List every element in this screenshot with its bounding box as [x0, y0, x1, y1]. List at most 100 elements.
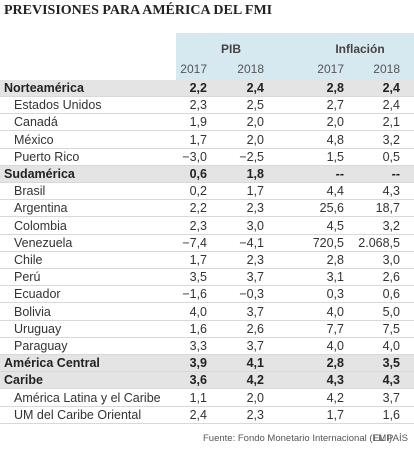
- table-row: Estados Unidos 2,3 2,5 2,7 2,4: [0, 97, 414, 115]
- cell-value: 3,6: [189, 373, 207, 388]
- cell-value: 25,6: [319, 201, 344, 216]
- cell-value: 2,4: [382, 81, 400, 95]
- cell-value: 1,7: [189, 132, 207, 147]
- cell-value: 3,0: [246, 218, 264, 233]
- cell-value: 7,7: [326, 321, 344, 336]
- cell-value: 2,8: [326, 81, 344, 95]
- table-row: Brasil 0,2 1,7 4,4 4,3: [0, 183, 414, 201]
- table-row: Ecuador −1,6 −0,3 0,3 0,6: [0, 286, 414, 304]
- table-row: Argentina 2,2 2,3 25,6 18,7: [0, 200, 414, 218]
- year-label: 2018: [373, 62, 400, 76]
- cell-value: 2,5: [246, 98, 264, 113]
- row-label: Argentina: [14, 201, 68, 216]
- cell-value: 1,6: [382, 407, 400, 422]
- cell-value: 1,5: [326, 149, 344, 164]
- cell-value: −1,6: [182, 287, 207, 302]
- group-row: Norteamérica 2,2 2,4 2,8 2,4: [0, 80, 414, 97]
- row-label: América Central: [4, 356, 100, 371]
- cell-value: 3,0: [382, 253, 400, 267]
- cell-value: 2,0: [246, 390, 264, 405]
- row-label: Chile: [14, 253, 43, 267]
- row-label: Paraguay: [14, 339, 68, 353]
- cell-value: 2,2: [189, 81, 207, 95]
- cell-value: 2,6: [246, 321, 264, 336]
- year-label: 2017: [317, 62, 344, 76]
- group-row: Caribe 3,6 4,2 4,3 4,3: [0, 372, 414, 390]
- cell-value: 1,7: [326, 407, 344, 422]
- row-label: Brasil: [14, 184, 46, 199]
- row-label: Puerto Rico: [14, 149, 80, 164]
- cell-value: 2,8: [326, 253, 344, 267]
- cell-value: 3,5: [382, 356, 400, 371]
- table-row: América Latina y el Caribe 1,1 2,0 4,2 3,7: [0, 390, 414, 407]
- cell-value: 4,8: [326, 132, 344, 147]
- cell-value: 1,7: [246, 184, 264, 199]
- table-row: Canadá 1,9 2,0 2,0 2,1: [0, 114, 414, 132]
- cell-value: 0,6: [189, 167, 207, 181]
- header-band: [176, 33, 414, 80]
- table-row: México 1,7 2,0 4,8 3,2: [0, 132, 414, 149]
- source: Fuente: Fondo Monetario Internacional (F…: [203, 433, 395, 444]
- row-label: Norteamérica: [4, 81, 84, 95]
- table-row: Bolivia 4,0 3,7 4,0 5,0: [0, 304, 414, 321]
- cell-value: 3,1: [326, 270, 344, 285]
- table-row: Venezuela −7,4 −4,1 720,5 2.068,5: [0, 235, 414, 252]
- cell-value: 4,0: [326, 339, 344, 353]
- cell-value: 3,5: [189, 270, 207, 285]
- cell-value: −3,0: [182, 149, 207, 164]
- cell-value: −7,4: [182, 235, 207, 250]
- row-label: Caribe: [4, 373, 43, 388]
- header-pib: PIB: [220, 42, 241, 56]
- cell-value: --: [391, 167, 400, 181]
- cell-value: 0,6: [382, 287, 400, 302]
- cell-value: 2,3: [246, 201, 264, 216]
- cell-value: 4,4: [326, 184, 344, 199]
- table-row: UM del Caribe Oriental 2,4 2,3 1,7 1,6: [0, 407, 414, 424]
- cell-value: 3,7: [246, 270, 264, 285]
- cell-value: 4,5: [326, 218, 344, 233]
- cell-value: 3,2: [382, 132, 400, 147]
- cell-value: 1,7: [189, 253, 207, 267]
- year-label: 2018: [237, 62, 264, 76]
- row-label: Uruguay: [14, 321, 62, 336]
- cell-value: 4,2: [246, 373, 264, 388]
- cell-value: --: [335, 167, 344, 181]
- cell-value: 0,5: [382, 149, 400, 164]
- row-label: México: [14, 132, 54, 147]
- cell-value: 2,4: [382, 98, 400, 113]
- cell-value: 0,2: [189, 184, 207, 199]
- cell-value: 0,3: [326, 287, 344, 302]
- table-row: Puerto Rico −3,0 −2,5 1,5 0,5: [0, 149, 414, 166]
- cell-value: 4,2: [326, 390, 344, 405]
- cell-value: 7,5: [382, 321, 400, 336]
- row-label: UM del Caribe Oriental: [14, 407, 142, 422]
- cell-value: 3,7: [382, 390, 400, 405]
- cell-value: 3,2: [382, 218, 400, 233]
- cell-value: 4,3: [382, 184, 400, 199]
- cell-value: 2,3: [189, 98, 207, 113]
- row-label: Sudamérica: [4, 167, 75, 181]
- cell-value: 2,6: [382, 270, 400, 285]
- row-label: Estados Unidos: [14, 98, 102, 113]
- table-row: Perú 3,5 3,7 3,1 2,6: [0, 269, 414, 287]
- cell-value: 1,1: [189, 390, 207, 405]
- cell-value: 4,1: [246, 356, 264, 371]
- cell-value: 4,3: [326, 373, 344, 388]
- row-label: América Latina y el Caribe: [14, 390, 161, 405]
- cell-value: 2,3: [246, 253, 264, 267]
- year-label: 2017: [180, 62, 207, 76]
- row-label: Venezuela: [14, 235, 73, 250]
- cell-value: 2,8: [326, 356, 344, 371]
- table-row: Uruguay 1,6 2,6 7,7 7,5: [0, 321, 414, 338]
- cell-value: 2,3: [189, 218, 207, 233]
- title: PREVISIONES PARA AMÉRICA DEL FMI: [4, 3, 273, 18]
- cell-value: 4,0: [326, 304, 344, 319]
- row-label: Perú: [14, 270, 41, 285]
- cell-value: 1,6: [189, 321, 207, 336]
- group-row: América Central 3,9 4,1 2,8 3,5: [0, 355, 414, 373]
- cell-value: 18,7: [375, 201, 400, 216]
- cell-value: −4,1: [239, 235, 264, 250]
- cell-value: 4,0: [382, 339, 400, 353]
- cell-value: −0,3: [239, 287, 264, 302]
- row-label: Ecuador: [14, 287, 61, 302]
